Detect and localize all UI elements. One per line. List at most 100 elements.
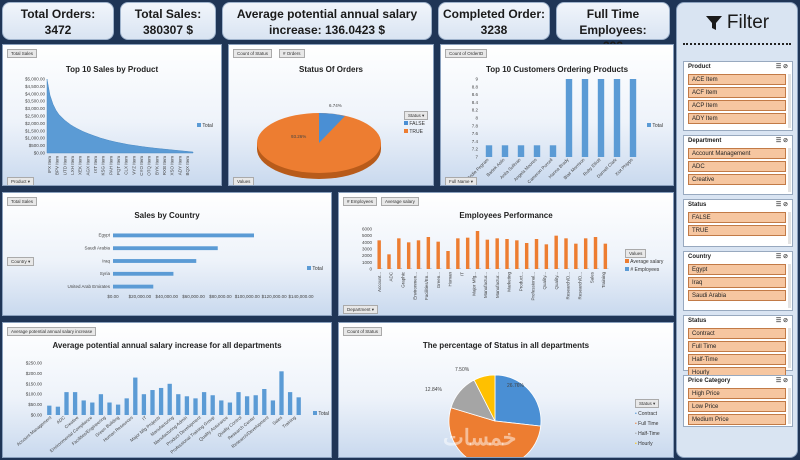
bar-average-salary[interactable] bbox=[534, 239, 539, 269]
bar-average-salary[interactable] bbox=[505, 239, 509, 269]
bar[interactable] bbox=[113, 246, 218, 251]
field-tag[interactable]: Total Sales bbox=[7, 197, 38, 206]
bar[interactable] bbox=[133, 377, 138, 415]
bar[interactable] bbox=[279, 371, 284, 415]
legend-filter[interactable]: Status ▾ bbox=[635, 399, 660, 408]
bar-average-salary[interactable] bbox=[544, 244, 549, 269]
bar[interactable] bbox=[113, 284, 154, 289]
field-tag[interactable]: Count of Status bbox=[233, 49, 273, 58]
bar-average-salary[interactable] bbox=[465, 237, 470, 269]
slicer-item[interactable]: Creative bbox=[688, 174, 786, 185]
slicer-item[interactable]: Account Management bbox=[688, 148, 786, 159]
bar[interactable] bbox=[184, 396, 190, 415]
bar[interactable] bbox=[219, 400, 224, 415]
filter-tag-full-name[interactable]: Full Name ▾ bbox=[445, 177, 478, 185]
slicer-item[interactable]: FALSE bbox=[688, 212, 786, 223]
bar-average-salary[interactable] bbox=[406, 242, 411, 269]
bar-average-salary[interactable] bbox=[485, 239, 490, 269]
bar-average-salary[interactable] bbox=[564, 238, 568, 269]
slicer-item[interactable]: TRUE bbox=[688, 225, 786, 236]
slicer-scrollbar[interactable] bbox=[788, 74, 791, 128]
bar-average-salary[interactable] bbox=[377, 240, 381, 269]
bar[interactable] bbox=[193, 398, 198, 415]
bar-average-salary[interactable] bbox=[426, 237, 431, 269]
bar[interactable] bbox=[485, 145, 493, 157]
pie-slice-false[interactable] bbox=[319, 113, 345, 143]
bar[interactable] bbox=[90, 402, 95, 415]
bar[interactable] bbox=[113, 271, 174, 276]
bar[interactable] bbox=[81, 400, 86, 415]
bar[interactable] bbox=[141, 394, 147, 415]
field-tag[interactable]: Count of Status bbox=[343, 327, 383, 336]
multi-select-icon[interactable]: ☰ bbox=[775, 202, 782, 208]
slicer-item[interactable]: ADC bbox=[688, 161, 786, 172]
slicer-item[interactable]: Saudi Arabia bbox=[688, 290, 786, 301]
bar[interactable] bbox=[210, 395, 215, 415]
slicer-scrollbar[interactable] bbox=[788, 264, 791, 308]
slicer-scrollbar[interactable] bbox=[788, 388, 791, 424]
field-tag[interactable]: Count of OrderID bbox=[445, 49, 488, 58]
bar[interactable] bbox=[581, 79, 589, 157]
bar-average-salary[interactable] bbox=[416, 240, 421, 269]
bar[interactable] bbox=[227, 402, 233, 415]
filter-tag-product[interactable]: Product ▾ bbox=[7, 177, 35, 185]
bar-average-salary[interactable] bbox=[475, 231, 480, 269]
bar-employees[interactable] bbox=[479, 268, 481, 269]
bar[interactable] bbox=[72, 392, 78, 415]
bar[interactable] bbox=[158, 387, 164, 415]
bar[interactable] bbox=[115, 404, 121, 415]
bar[interactable] bbox=[107, 402, 112, 415]
field-tag[interactable]: Total Sales bbox=[7, 49, 38, 58]
bar[interactable] bbox=[262, 389, 267, 415]
field-tag[interactable]: Average potential annual salary increase bbox=[7, 327, 97, 336]
slicer-scrollbar[interactable] bbox=[788, 328, 791, 368]
clear-filter-icon[interactable]: ⊘ bbox=[781, 202, 788, 208]
slicer-scrollbar[interactable] bbox=[788, 212, 791, 244]
bar[interactable] bbox=[501, 145, 509, 157]
multi-select-icon[interactable]: ☰ bbox=[775, 138, 782, 144]
bar[interactable] bbox=[236, 392, 241, 415]
bar[interactable] bbox=[150, 390, 155, 415]
multi-select-icon[interactable]: ☰ bbox=[775, 64, 782, 70]
bar[interactable] bbox=[167, 383, 172, 415]
bar[interactable] bbox=[253, 395, 258, 415]
bar[interactable] bbox=[98, 394, 104, 415]
bar-average-salary[interactable] bbox=[446, 251, 450, 269]
bar[interactable] bbox=[124, 398, 129, 415]
slicer-item[interactable]: ACP Item bbox=[688, 100, 786, 111]
field-tag[interactable]: # Orders bbox=[279, 49, 305, 58]
bar[interactable] bbox=[296, 397, 301, 415]
bar[interactable] bbox=[55, 406, 61, 415]
multi-select-icon[interactable]: ☰ bbox=[775, 318, 782, 324]
slicer-item[interactable]: ADY Item bbox=[688, 113, 786, 124]
filter-tag-values[interactable]: Values bbox=[233, 177, 255, 185]
bar-average-salary[interactable] bbox=[456, 238, 460, 269]
bar-average-salary[interactable] bbox=[583, 238, 588, 269]
pie-slice[interactable] bbox=[473, 374, 496, 422]
legend-filter[interactable]: Status ▾ bbox=[404, 111, 429, 120]
clear-filter-icon[interactable]: ⊘ bbox=[781, 378, 788, 384]
bar-average-salary[interactable] bbox=[524, 243, 529, 269]
clear-filter-icon[interactable]: ⊘ bbox=[781, 64, 788, 70]
bar-average-salary[interactable] bbox=[554, 235, 558, 269]
bar[interactable] bbox=[176, 394, 181, 415]
slicer-item[interactable]: Half-Time bbox=[688, 354, 786, 365]
bar-average-salary[interactable] bbox=[593, 237, 598, 269]
slicer-scrollbar[interactable] bbox=[788, 148, 791, 192]
slicer-item[interactable]: Egypt bbox=[688, 264, 786, 275]
slicer-item[interactable]: Medium Price bbox=[688, 414, 786, 425]
slicer-item[interactable]: Low Price bbox=[688, 401, 786, 412]
bar[interactable] bbox=[517, 145, 525, 157]
slicer-item[interactable]: Full Time bbox=[688, 341, 786, 352]
bar-average-salary[interactable] bbox=[574, 243, 578, 269]
field-tag[interactable]: Average salary bbox=[381, 197, 419, 206]
pie-slice[interactable] bbox=[494, 374, 542, 427]
bar[interactable] bbox=[270, 400, 276, 415]
bar[interactable] bbox=[113, 259, 197, 263]
slicer-item[interactable]: ACF Item bbox=[688, 87, 786, 98]
slicer-item[interactable]: ACE Item bbox=[688, 74, 786, 85]
slicer-item[interactable]: High Price bbox=[688, 388, 786, 399]
clear-filter-icon[interactable]: ⊘ bbox=[781, 254, 788, 260]
clear-filter-icon[interactable]: ⊘ bbox=[781, 318, 788, 324]
bar-average-salary[interactable] bbox=[603, 243, 608, 269]
